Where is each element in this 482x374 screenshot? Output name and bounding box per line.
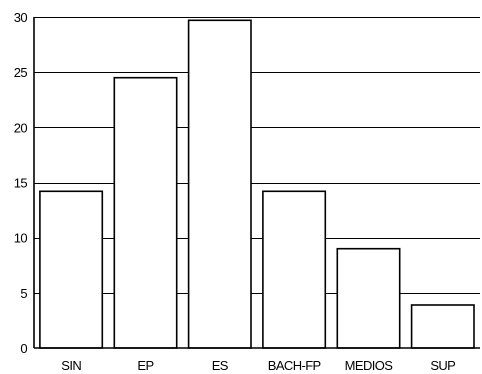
bar-medios — [336, 247, 401, 349]
bar-sin — [39, 190, 104, 349]
x-tick-label-sin: SIN — [61, 358, 81, 373]
y-tick-label-30: 30 — [14, 10, 28, 25]
y-tick-label-25: 25 — [14, 65, 28, 80]
y-tick-label-10: 10 — [14, 231, 28, 246]
x-tick-labels: SIN EP ES BACH-FP MEDIOS SUP — [61, 358, 456, 373]
gridlines — [34, 17, 480, 294]
x-tick-label-medios: MEDIOS — [345, 358, 394, 373]
bar-bach-fp — [262, 190, 327, 349]
bar-ep — [113, 76, 178, 349]
bars — [39, 19, 475, 349]
x-tick-label-es: ES — [212, 358, 229, 373]
x-tick-label-ep: EP — [137, 358, 153, 373]
x-tick-label-bach-fp: BACH-FP — [268, 358, 321, 373]
axes — [33, 17, 480, 349]
y-tick-labels: 0 5 10 15 20 25 30 — [14, 10, 28, 356]
bar-es — [187, 19, 252, 349]
y-tick-label-5: 5 — [20, 286, 27, 301]
x-tick-label-sup: SUP — [430, 358, 455, 373]
bar-sup — [410, 304, 475, 349]
y-tick-label-15: 15 — [14, 176, 28, 191]
y-tick-label-0: 0 — [20, 341, 27, 356]
y-tick-label-20: 20 — [14, 120, 28, 135]
